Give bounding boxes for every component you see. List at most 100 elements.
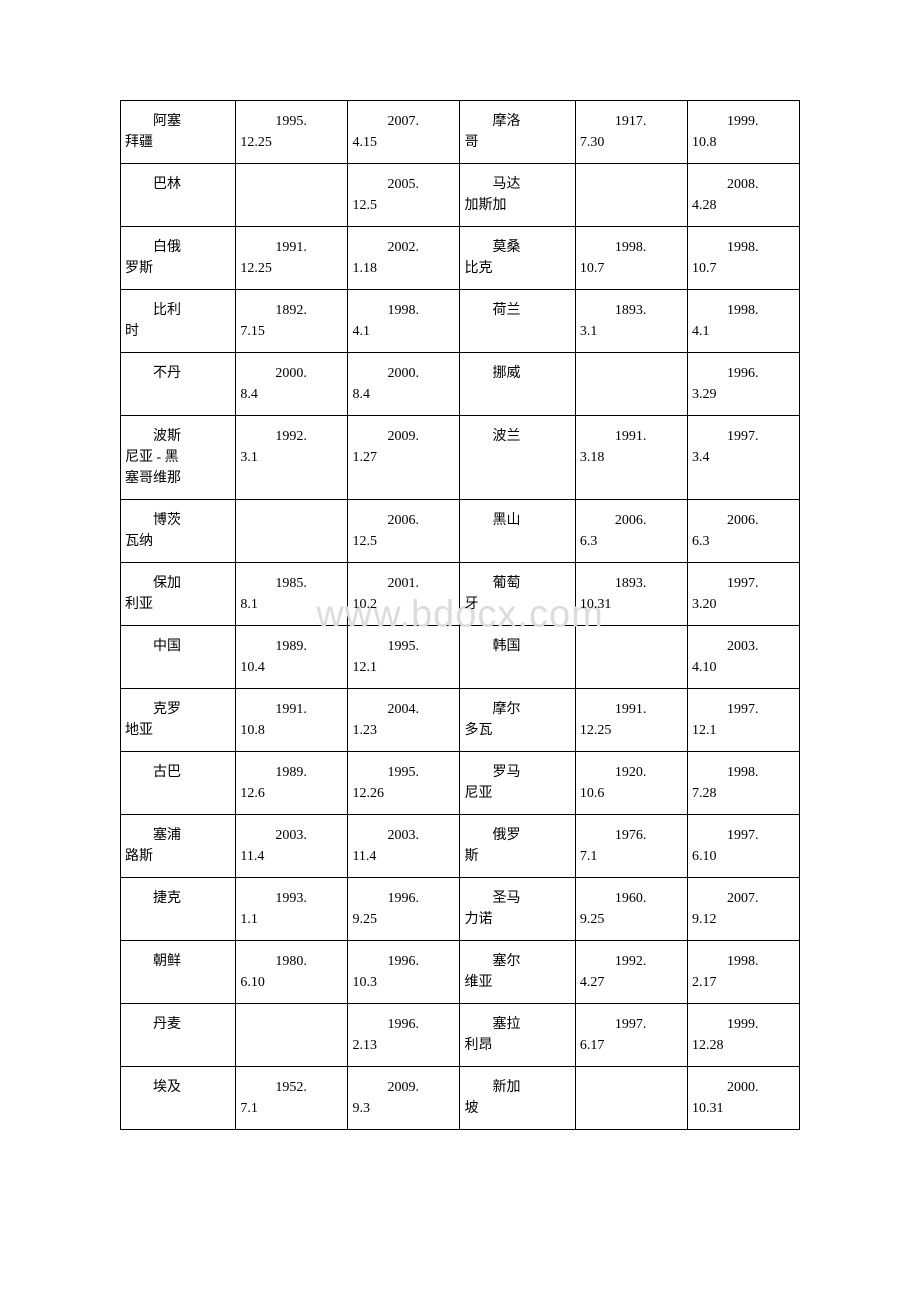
date-cell: 1991.12.25 bbox=[575, 689, 687, 752]
date-cell: 1995.12.26 bbox=[348, 752, 460, 815]
date-year: 2006. bbox=[692, 510, 795, 531]
date-rest: 7.30 bbox=[580, 132, 683, 153]
date-cell: 1980.6.10 bbox=[236, 941, 348, 1004]
date-cell: 1952.7.1 bbox=[236, 1067, 348, 1130]
country-cell: 捷克 bbox=[121, 878, 236, 941]
country-line1: 摩洛 bbox=[464, 111, 570, 132]
country-line2: 尼亚 - 黑 bbox=[125, 447, 231, 468]
date-cell: 1997.6.10 bbox=[687, 815, 799, 878]
table-row: 塞浦路斯2003.11.42003.11.4俄罗斯1976.7.11997.6.… bbox=[121, 815, 800, 878]
country-cell: 罗马尼亚 bbox=[460, 752, 575, 815]
country-line1: 圣马 bbox=[464, 888, 570, 909]
country-line1: 韩国 bbox=[464, 636, 570, 657]
date-cell: 1893.3.1 bbox=[575, 290, 687, 353]
date-rest: 8.1 bbox=[240, 594, 343, 615]
date-rest: 9.12 bbox=[692, 909, 795, 930]
date-cell bbox=[575, 626, 687, 689]
date-cell: 1997.3.4 bbox=[687, 416, 799, 500]
country-line1: 埃及 bbox=[125, 1077, 231, 1098]
country-line1: 丹麦 bbox=[125, 1014, 231, 1035]
date-cell: 2003.4.10 bbox=[687, 626, 799, 689]
country-line1: 中国 bbox=[125, 636, 231, 657]
country-line2: 多瓦 bbox=[464, 720, 570, 741]
date-rest: 10.3 bbox=[352, 972, 455, 993]
date-cell: 2000.10.31 bbox=[687, 1067, 799, 1130]
date-rest: 1.1 bbox=[240, 909, 343, 930]
date-year: 1976. bbox=[580, 825, 683, 846]
date-year: 1992. bbox=[240, 426, 343, 447]
date-cell: 1992.4.27 bbox=[575, 941, 687, 1004]
table-row: 阿塞拜疆1995.12.252007.4.15摩洛哥1917.7.301999.… bbox=[121, 101, 800, 164]
date-cell: 1998.2.17 bbox=[687, 941, 799, 1004]
date-cell: 1991.10.8 bbox=[236, 689, 348, 752]
date-cell: 2001.10.2 bbox=[348, 563, 460, 626]
date-year: 1996. bbox=[692, 363, 795, 384]
date-rest: 10.4 bbox=[240, 657, 343, 678]
date-cell: 1989.12.6 bbox=[236, 752, 348, 815]
date-year: 1997. bbox=[692, 426, 795, 447]
country-line1: 塞尔 bbox=[464, 951, 570, 972]
country-cell: 新加坡 bbox=[460, 1067, 575, 1130]
date-year: 1989. bbox=[240, 636, 343, 657]
table-row: 白俄罗斯1991.12.252002.1.18莫桑比克1998.10.71998… bbox=[121, 227, 800, 290]
date-rest: 12.5 bbox=[352, 195, 455, 216]
date-cell: 1996.10.3 bbox=[348, 941, 460, 1004]
date-rest: 12.25 bbox=[580, 720, 683, 741]
country-cell: 马达加斯加 bbox=[460, 164, 575, 227]
date-year: 1996. bbox=[352, 888, 455, 909]
country-cell: 荷兰 bbox=[460, 290, 575, 353]
country-line2: 罗斯 bbox=[125, 258, 231, 279]
country-line2: 利亚 bbox=[125, 594, 231, 615]
date-cell: 1960.9.25 bbox=[575, 878, 687, 941]
country-line2: 斯 bbox=[464, 846, 570, 867]
date-rest: 10.8 bbox=[240, 720, 343, 741]
date-cell: 1992.3.1 bbox=[236, 416, 348, 500]
date-year: 2007. bbox=[352, 111, 455, 132]
date-rest: 9.3 bbox=[352, 1098, 455, 1119]
date-rest: 4.28 bbox=[692, 195, 795, 216]
data-table: 阿塞拜疆1995.12.252007.4.15摩洛哥1917.7.301999.… bbox=[120, 100, 800, 1130]
country-line3: 塞哥维那 bbox=[125, 468, 231, 489]
country-cell: 摩尔多瓦 bbox=[460, 689, 575, 752]
table-row: 捷克1993.1.11996.9.25圣马力诺1960.9.252007.9.1… bbox=[121, 878, 800, 941]
country-line1: 捷克 bbox=[125, 888, 231, 909]
date-rest: 6.17 bbox=[580, 1035, 683, 1056]
date-rest: 6.10 bbox=[240, 972, 343, 993]
country-line1: 朝鲜 bbox=[125, 951, 231, 972]
date-rest: 9.25 bbox=[580, 909, 683, 930]
date-rest: 7.1 bbox=[580, 846, 683, 867]
country-cell: 波斯尼亚 - 黑塞哥维那 bbox=[121, 416, 236, 500]
table-row: 比利时1892.7.151998.4.1荷兰1893.3.11998.4.1 bbox=[121, 290, 800, 353]
country-line1: 罗马 bbox=[464, 762, 570, 783]
country-line1: 博茨 bbox=[125, 510, 231, 531]
date-cell: 1991.3.18 bbox=[575, 416, 687, 500]
date-cell: 1997.6.17 bbox=[575, 1004, 687, 1067]
table-row: 博茨瓦纳2006.12.5黑山2006.6.32006.6.3 bbox=[121, 500, 800, 563]
country-line1: 挪威 bbox=[464, 363, 570, 384]
country-cell: 葡萄牙 bbox=[460, 563, 575, 626]
date-rest: 3.20 bbox=[692, 594, 795, 615]
country-cell: 塞尔维亚 bbox=[460, 941, 575, 1004]
table-container: www.bdocx.com 阿塞拜疆1995.12.252007.4.15摩洛哥… bbox=[120, 100, 800, 1130]
date-rest: 12.26 bbox=[352, 783, 455, 804]
date-year: 1992. bbox=[580, 951, 683, 972]
date-year: 1997. bbox=[692, 699, 795, 720]
date-cell: 2006.12.5 bbox=[348, 500, 460, 563]
country-line1: 莫桑 bbox=[464, 237, 570, 258]
date-year: 1998. bbox=[692, 762, 795, 783]
date-cell: 2009.1.27 bbox=[348, 416, 460, 500]
date-cell: 1997.3.20 bbox=[687, 563, 799, 626]
country-cell: 摩洛哥 bbox=[460, 101, 575, 164]
date-year: 2009. bbox=[352, 426, 455, 447]
date-year: 2003. bbox=[352, 825, 455, 846]
date-cell: 2002.1.18 bbox=[348, 227, 460, 290]
country-line2: 尼亚 bbox=[464, 783, 570, 804]
country-cell: 博茨瓦纳 bbox=[121, 500, 236, 563]
country-line2: 地亚 bbox=[125, 720, 231, 741]
date-year: 1993. bbox=[240, 888, 343, 909]
country-cell: 韩国 bbox=[460, 626, 575, 689]
date-rest: 4.1 bbox=[692, 321, 795, 342]
date-rest: 2.17 bbox=[692, 972, 795, 993]
country-line1: 摩尔 bbox=[464, 699, 570, 720]
date-rest: 6.3 bbox=[580, 531, 683, 552]
